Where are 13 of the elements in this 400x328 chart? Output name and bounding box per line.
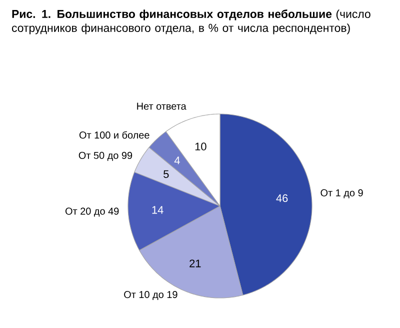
data-label: 10 <box>195 142 206 150</box>
slice-label: От 1 до 9 <box>320 189 363 198</box>
slice-label: От 50 до 99 <box>78 152 132 161</box>
slice-label: От 20 до 49 <box>65 208 119 217</box>
chart-title: Рис. 1. Большинство финансовых отделов небольшие (число сотрудников финансового отдела, в % от числа респондентов) <box>12 10 370 34</box>
data-label: 21 <box>190 260 201 268</box>
data-label: 4 <box>174 156 180 164</box>
slice-label: От 100 и более <box>79 131 150 139</box>
slice-label: От 10 до 19 <box>124 291 178 300</box>
data-label: 5 <box>164 170 169 178</box>
data-label: 46 <box>276 194 288 202</box>
slice-label: Нет ответа <box>137 102 186 110</box>
data-label: 14 <box>152 206 164 214</box>
